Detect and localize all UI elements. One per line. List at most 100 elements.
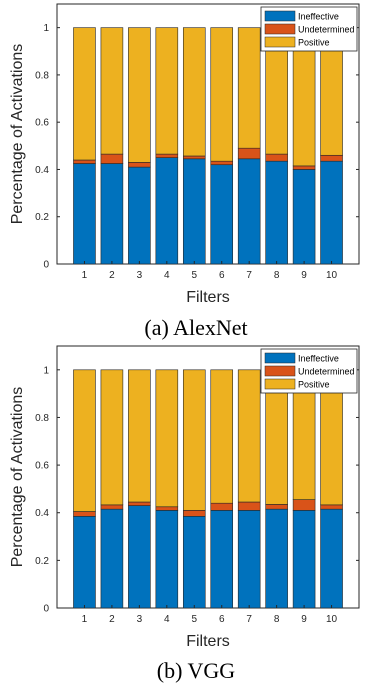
- y-tick-label: 0.4: [35, 165, 49, 176]
- figure-caption: (b) VGG: [157, 658, 236, 683]
- bar-ineffective-5: [182, 515, 206, 609]
- bar-ineffective-7: [237, 510, 261, 609]
- legend: Ineffective Undetermined Positive: [260, 6, 358, 52]
- bar-positive-2: [100, 369, 124, 506]
- x-tick-label: 8: [274, 270, 280, 281]
- bar-ineffective-8: [265, 160, 288, 265]
- x-tick-label: 3: [137, 270, 143, 281]
- x-tick-label: 5: [191, 614, 197, 625]
- bar-undetermined-6: [210, 502, 234, 511]
- x-tick-label: 7: [246, 614, 252, 625]
- bar-positive-4: [155, 369, 179, 508]
- bar-ineffective-5: [182, 158, 206, 265]
- legend-swatch-positive: [264, 378, 296, 390]
- y-tick-label: 0: [43, 604, 49, 615]
- x-tick-label: 10: [326, 270, 338, 281]
- bar-undetermined-7: [237, 147, 261, 160]
- bar-positive-7: [237, 369, 261, 503]
- bar-undetermined-8: [265, 504, 288, 510]
- x-tick-label: 10: [326, 614, 338, 625]
- legend-swatch-undetermined: [264, 365, 296, 377]
- bar-ineffective-10: [320, 160, 343, 265]
- bar-positive-1: [73, 27, 96, 161]
- bar-undetermined-6: [210, 160, 234, 166]
- bar-undetermined-1: [73, 159, 96, 164]
- legend-swatch-ineffective: [264, 352, 296, 364]
- chart-panel-1: 0 0.2 0.4 0.6 0.8 1 1 2 3 4 5 6 7 8 9 10 Filters Percenta…: [9, 3, 360, 340]
- bar-ineffective-3: [128, 166, 151, 265]
- bar-undetermined-4: [155, 506, 179, 511]
- bar-positive-5: [182, 27, 206, 157]
- x-tick-label: 9: [301, 614, 307, 625]
- legend-label-undetermined: Undetermined: [298, 25, 355, 35]
- y-tick-label: 1: [43, 23, 49, 34]
- y-tick-label: 0.8: [35, 413, 49, 424]
- bar-ineffective-6: [210, 510, 234, 609]
- bar-ineffective-1: [73, 515, 96, 609]
- bar-ineffective-4: [155, 157, 179, 265]
- x-tick-label: 4: [164, 614, 170, 625]
- bar-ineffective-7: [237, 158, 261, 265]
- bar-undetermined-2: [100, 153, 124, 164]
- bar-undetermined-5: [182, 510, 206, 517]
- x-tick-label: 3: [137, 614, 143, 625]
- legend-label-positive: Positive: [298, 380, 330, 390]
- bar-undetermined-3: [128, 501, 151, 506]
- bar-undetermined-7: [237, 501, 261, 511]
- y-axis-title: Percentage of Activations: [9, 44, 26, 225]
- x-tick-label: 7: [246, 270, 252, 281]
- bar-undetermined-9: [292, 499, 316, 511]
- bar-positive-6: [210, 369, 234, 504]
- bar-undetermined-8: [265, 153, 288, 162]
- legend-label-ineffective: Ineffective: [298, 12, 339, 22]
- y-tick-label: 0.2: [35, 212, 49, 223]
- bar-ineffective-8: [265, 508, 288, 609]
- bar-ineffective-3: [128, 505, 151, 609]
- y-tick-label: 0.8: [35, 70, 49, 81]
- x-tick-label: 2: [109, 270, 115, 281]
- y-tick-label: 0: [43, 260, 49, 271]
- legend-swatch-positive: [264, 36, 296, 48]
- x-tick-label: 6: [219, 270, 225, 281]
- bar-ineffective-1: [73, 163, 96, 265]
- y-tick-label: 0.4: [35, 508, 49, 519]
- bar-ineffective-9: [292, 510, 316, 609]
- bar-positive-4: [155, 27, 179, 155]
- bar-positive-2: [100, 27, 124, 155]
- legend-label-positive: Positive: [298, 38, 330, 48]
- bar-undetermined-2: [100, 504, 124, 510]
- bar-ineffective-4: [155, 510, 179, 609]
- bar-undetermined-4: [155, 153, 179, 158]
- bar-undetermined-5: [182, 155, 206, 160]
- y-axis-title: Percentage of Activations: [9, 387, 26, 568]
- bar-undetermined-9: [292, 165, 316, 170]
- x-axis-title: Filters: [186, 633, 230, 650]
- x-tick-label: 4: [164, 270, 170, 281]
- bar-positive-6: [210, 27, 234, 162]
- bar-positive-3: [128, 369, 151, 503]
- bar-undetermined-1: [73, 511, 96, 517]
- legend: Ineffective Undetermined Positive: [260, 348, 358, 394]
- x-tick-label: 1: [82, 270, 88, 281]
- chart-panel-2: 0 0.2 0.4 0.6 0.8 1 1 2 3 4 5 6 7 8 9 10 Filters Percenta…: [9, 345, 360, 683]
- x-tick-label: 2: [109, 614, 115, 625]
- legend-label-ineffective: Ineffective: [298, 354, 339, 364]
- x-tick-label: 6: [219, 614, 225, 625]
- bar-undetermined-10: [320, 504, 343, 510]
- bar-positive-3: [128, 27, 151, 163]
- bar-ineffective-10: [320, 508, 343, 609]
- y-tick-label: 0.2: [35, 556, 49, 567]
- bar-undetermined-3: [128, 162, 151, 168]
- y-tick-label: 0.6: [35, 118, 49, 129]
- figure-caption: (a) AlexNet: [144, 315, 247, 340]
- bar-positive-5: [182, 369, 206, 511]
- bar-positive-1: [73, 369, 96, 512]
- bar-positive-7: [237, 27, 261, 149]
- legend-swatch-ineffective: [264, 10, 296, 22]
- bar-ineffective-2: [100, 508, 124, 609]
- bar-ineffective-6: [210, 164, 234, 265]
- x-tick-label: 8: [274, 614, 280, 625]
- legend-swatch-undetermined: [264, 23, 296, 35]
- y-tick-label: 1: [43, 365, 49, 376]
